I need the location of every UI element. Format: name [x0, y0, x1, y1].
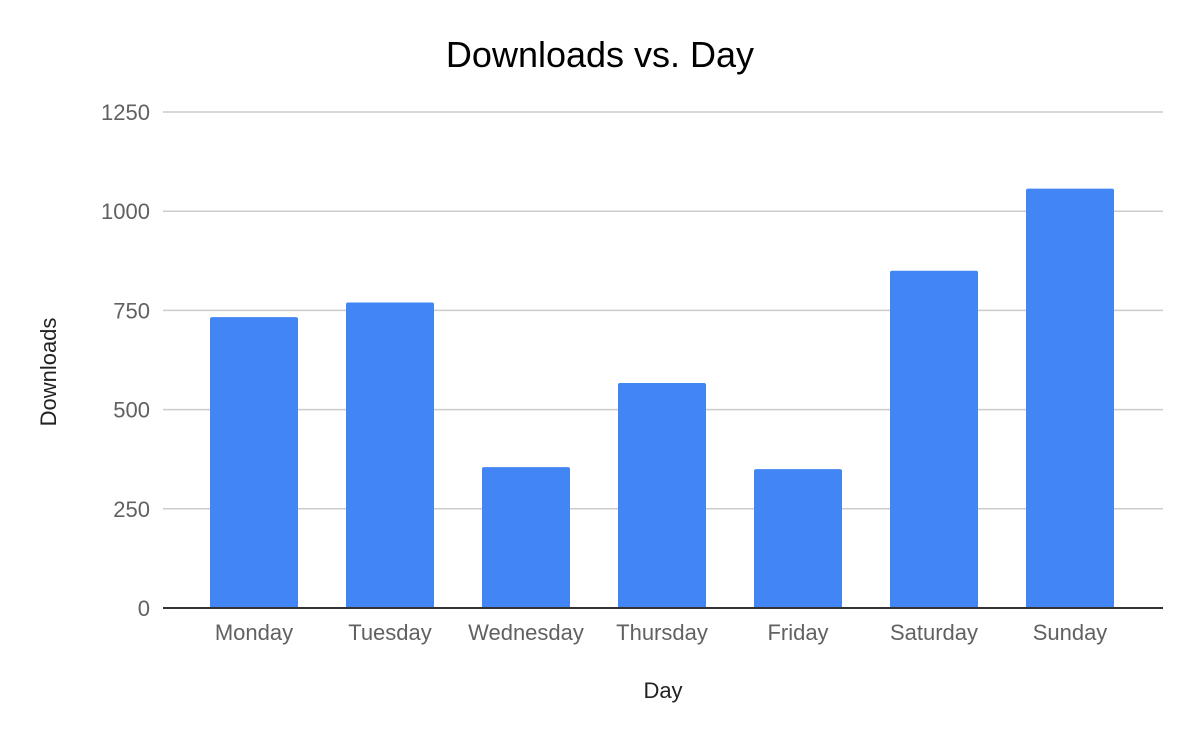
y-axis-title: Downloads — [36, 318, 61, 427]
bar-saturday — [890, 270, 978, 608]
bar-tuesday — [346, 302, 434, 608]
bar-friday — [754, 469, 842, 608]
y-tick-label: 250 — [113, 497, 150, 522]
y-tick-label: 1000 — [101, 199, 150, 224]
y-axis-tick-labels: 0 250 500 750 1000 1250 — [101, 100, 150, 621]
chart-title: Downloads vs. Day — [446, 34, 754, 75]
x-axis-tick-labels: Monday Tuesday Wednesday Thursday Friday Satu… — [215, 620, 1107, 645]
x-tick-label: Saturday — [890, 620, 978, 645]
x-tick-label: Tuesday — [348, 620, 432, 645]
bar-monday — [210, 317, 298, 608]
y-tick-label: 500 — [113, 398, 150, 423]
gridlines — [163, 111, 1163, 510]
y-tick-label: 1250 — [101, 100, 150, 125]
bars — [210, 188, 1114, 608]
bar-thursday — [618, 383, 706, 608]
x-axis-title: Day — [643, 678, 682, 703]
bar-wednesday — [482, 467, 570, 608]
x-tick-label: Sunday — [1033, 620, 1108, 645]
x-tick-label: Wednesday — [468, 620, 584, 645]
bar-sunday — [1026, 188, 1114, 608]
y-tick-label: 750 — [113, 298, 150, 323]
x-tick-label: Monday — [215, 620, 293, 645]
y-tick-label: 0 — [138, 596, 150, 621]
x-tick-label: Thursday — [616, 620, 708, 645]
x-tick-label: Friday — [767, 620, 828, 645]
